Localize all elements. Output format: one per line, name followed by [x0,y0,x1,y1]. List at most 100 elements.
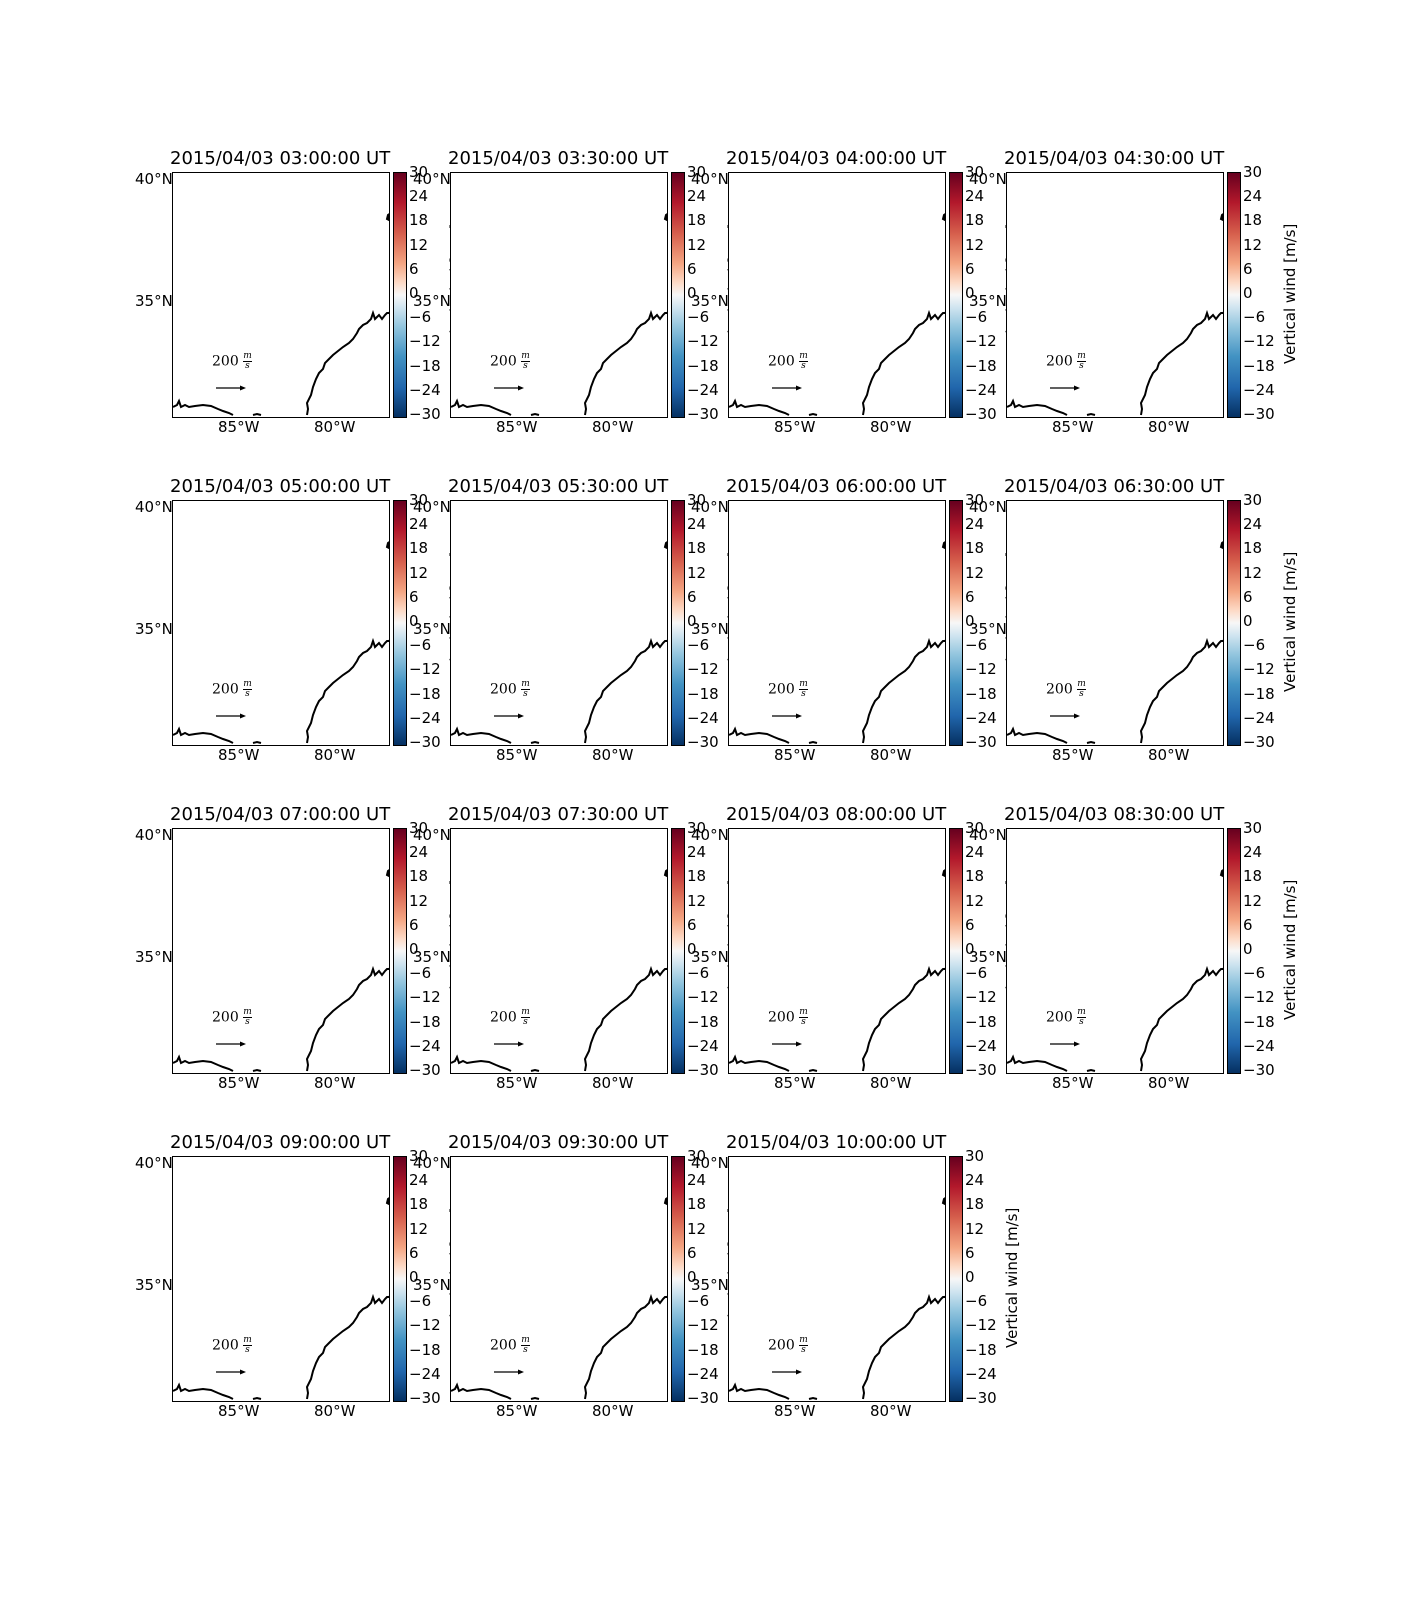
reference-arrow-value: 200 [490,353,517,370]
colorbar-label: Vertical wind [m/s] [1281,223,1299,364]
reference-arrow-unit-num: m [799,351,808,362]
reference-arrow-value: 200 [768,353,795,370]
colorbar [393,172,407,418]
longitude-label: 80°W [314,1402,356,1420]
colorbar-label: Vertical wind [m/s] [1281,551,1299,692]
colorbar-tick: 12 [409,891,429,910]
map-axes [450,500,668,746]
latitude-label: 40°N [135,1154,173,1172]
colorbar-tick: −24 [1243,380,1275,399]
colorbar-tick: −18 [965,1340,997,1359]
colorbar-tick: 12 [687,235,707,254]
colorbar-tick: 18 [687,1195,707,1214]
coastline [1007,213,1223,416]
colorbar-tick: 24 [1243,187,1263,206]
reference-arrow-unit-num: m [799,1335,808,1346]
colorbar-tick: −24 [687,1036,719,1055]
colorbar-tick: 18 [965,539,985,558]
colorbar-tick: 12 [409,563,429,582]
colorbar-tick: 30 [409,491,429,509]
reference-arrow-unit-num: m [521,679,530,690]
panel-title: 2015/04/03 03:30:00 UT [448,148,669,169]
colorbar-tick: 24 [687,1171,707,1190]
reference-arrow-unit-num: m [799,1007,808,1018]
latitude-label: 35°N [691,1276,729,1294]
longitude-label: 85°W [496,1074,538,1092]
longitude-label: 80°W [314,1074,356,1092]
map-axes [728,828,946,1074]
colorbar-tick: −6 [1243,308,1266,327]
colorbar-tick: 12 [965,235,985,254]
colorbar-tick: −12 [409,332,441,351]
map-axes [450,172,668,418]
colorbar-tick: −18 [687,1340,719,1359]
colorbar-tick: −6 [409,636,432,655]
colorbar-tick: 0 [687,284,697,302]
colorbar-tick: 12 [687,563,707,582]
colorbar-tick: 6 [409,259,419,278]
reference-arrow-unit-num: m [521,1007,530,1018]
reference-arrow-icon [1050,377,1080,391]
colorbar-tick: −18 [409,356,441,375]
colorbar-tick: −30 [687,1389,719,1407]
colorbar-tick: 6 [687,915,697,934]
colorbar-tick: 24 [687,187,707,206]
colorbar-tick: 0 [965,940,975,958]
colorbar-tick: −24 [1243,1036,1275,1055]
longitude-label: 80°W [592,746,634,764]
colorbar-tick: −30 [1243,733,1275,751]
reference-arrow-unit-den: s [1079,361,1084,371]
latitude-label: 35°N [691,620,729,638]
colorbar-tick: 30 [965,1147,985,1165]
latitude-label: 35°N [135,1276,173,1294]
colorbar-tick: −18 [965,684,997,703]
reference-arrow-value: 200 [768,681,795,698]
colorbar-tick: −30 [965,733,997,751]
reference-arrow-value: 200 [212,681,239,698]
colorbar-tick: −30 [1243,405,1275,423]
colorbar-tick: −24 [687,380,719,399]
colorbar-tick: 24 [409,187,429,206]
colorbar-tick: −6 [687,1292,710,1311]
map-axes [728,1156,946,1402]
latitude-label: 40°N [691,1154,729,1172]
coastline [1007,541,1223,744]
colorbar-tick: 12 [687,891,707,910]
reference-arrow-unit-num: m [521,351,530,362]
reference-arrow-value: 200 [1046,353,1073,370]
colorbar-tick: −12 [965,1316,997,1335]
reference-arrow-unit-den: s [245,1017,250,1027]
coastline [451,1197,667,1400]
map-axes [1006,828,1224,1074]
colorbar-tick: 18 [409,1195,429,1214]
latitude-label: 40°N [135,498,173,516]
longitude-label: 85°W [218,1074,260,1092]
latitude-label: 40°N [413,826,451,844]
colorbar-tick: −6 [409,1292,432,1311]
latitude-label: 35°N [691,292,729,310]
longitude-label: 85°W [774,746,816,764]
longitude-label: 80°W [314,746,356,764]
colorbar-tick: −18 [687,1012,719,1031]
colorbar-tick: −12 [687,988,719,1007]
reference-arrow-icon [772,377,802,391]
colorbar-tick: 18 [1243,867,1263,886]
colorbar-tick: −6 [409,964,432,983]
colorbar-tick: 30 [687,1147,707,1165]
map-axes [1006,500,1224,746]
latitude-label: 35°N [413,948,451,966]
latitude-label: 35°N [135,292,173,310]
coastline [451,869,667,1072]
map-axes [1006,172,1224,418]
coastline [451,213,667,416]
reference-arrow-unit-den: s [801,1017,806,1027]
colorbar-label: Vertical wind [m/s] [1281,879,1299,1020]
colorbar-tick: −6 [687,308,710,327]
colorbar-tick: 6 [965,259,975,278]
colorbar-tick: −24 [409,380,441,399]
reference-arrow-value: 200 [1046,1009,1073,1026]
